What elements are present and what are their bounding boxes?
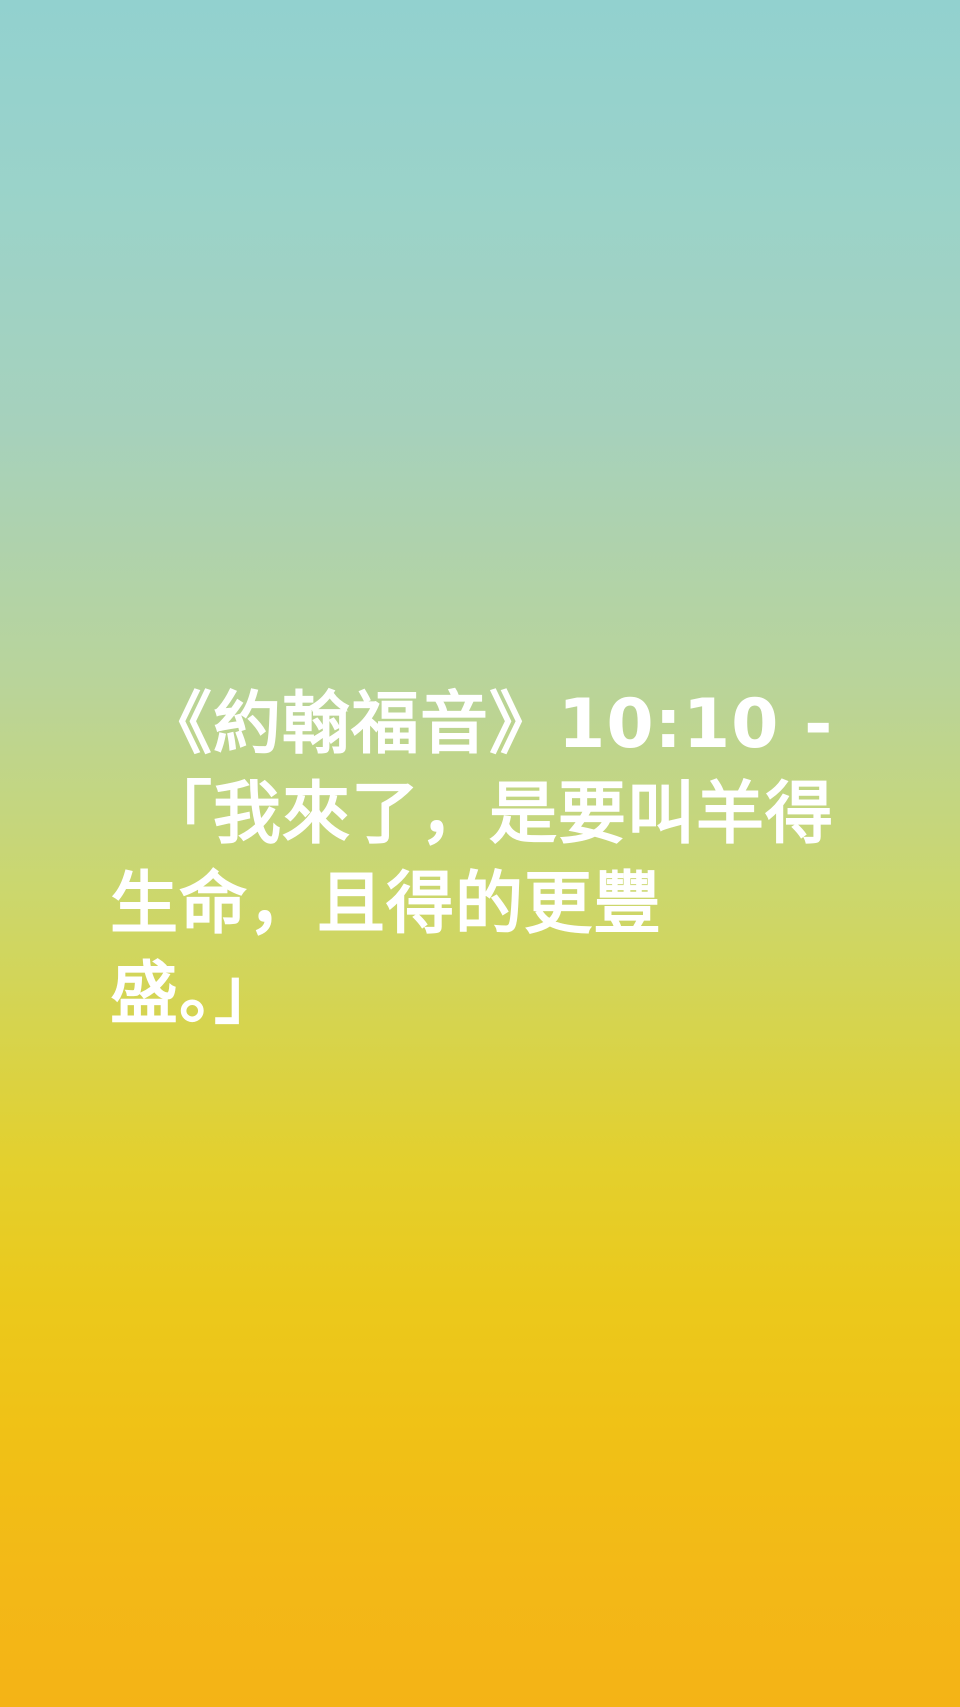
verse-quote-line-1: 「我來了，是要叫羊得 bbox=[144, 775, 835, 854]
verse-quote-line-3: 盛。」 bbox=[110, 955, 284, 1034]
verse-reference: 《約翰福音》10:10 - bbox=[144, 685, 834, 764]
verse-text-block: 《約翰福音》10:10 - 「我來了，是要叫羊得 生命，且得的更豐 盛。」 bbox=[110, 680, 870, 1040]
verse-quote-line-2: 生命，且得的更豐 bbox=[110, 865, 663, 944]
